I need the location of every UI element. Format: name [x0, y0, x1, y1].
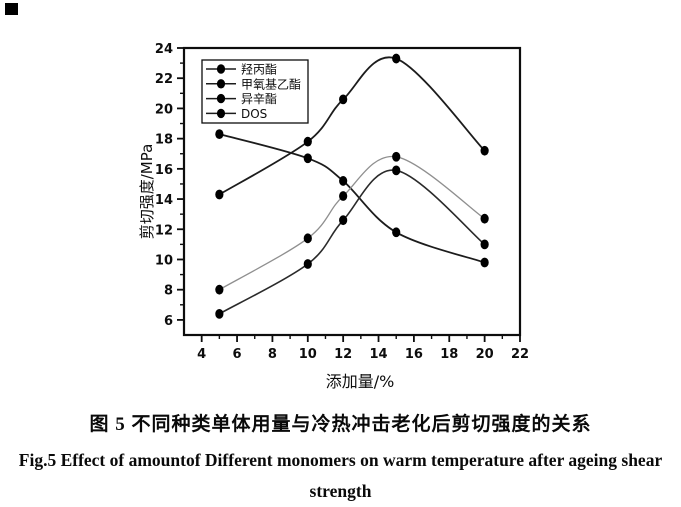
- data-point-marker: [339, 215, 348, 226]
- legend-item-label: DOS: [241, 107, 267, 121]
- data-point-marker: [480, 213, 489, 224]
- y-axis: 6 8 10 12 14 16 18 20 22 24 剪切强度/MPa: [138, 42, 184, 329]
- data-point-marker: [215, 189, 224, 200]
- plot-border: [182, 46, 522, 337]
- data-point-marker: [392, 53, 401, 64]
- x-tick-label: 16: [405, 347, 423, 362]
- x-tick-label: 10: [299, 347, 317, 362]
- x-tick-label: 8: [268, 347, 277, 362]
- data-point-marker: [303, 136, 312, 147]
- x-tick-label: 6: [233, 347, 242, 362]
- data-point-marker: [392, 165, 401, 176]
- x-tick-label: 14: [369, 347, 387, 362]
- series-line: [219, 133, 485, 264]
- caption-chinese: 图 5 不同种类单体用量与冷热冲击老化后剪切强度的关系: [89, 414, 592, 435]
- figure-chart: 4 6 8 10 12 14 16 18 20 22 添加量/% 6 8 10 12 14 16 18 20 22 24…: [138, 42, 529, 391]
- data-point-marker: [303, 233, 312, 244]
- y-tick-label: 8: [164, 284, 173, 299]
- legend-marker-icon: [216, 79, 226, 89]
- figure-captions: 图 5 不同种类单体用量与冷热冲击老化后剪切强度的关系 Fig.5 Effect…: [0, 412, 681, 507]
- y-axis-label: 剪切强度/MPa: [138, 144, 156, 240]
- y-tick-label: 12: [155, 223, 173, 238]
- y-tick-label: 14: [155, 193, 173, 208]
- y-tick-label: 16: [155, 163, 173, 178]
- y-tick-label: 20: [155, 102, 173, 117]
- data-point-marker: [480, 257, 489, 268]
- series-line: [218, 169, 486, 315]
- x-tick-label: 22: [511, 347, 529, 362]
- data-point-marker: [215, 284, 224, 295]
- x-tick-label: 12: [334, 347, 352, 362]
- data-point-marker: [303, 153, 312, 164]
- legend-marker-icon: [216, 108, 226, 119]
- legend-item-label: 甲氧基乙酯: [241, 77, 301, 91]
- y-tick-label: 24: [155, 42, 173, 57]
- series-group: [215, 53, 489, 319]
- caption-english: Fig.5 Effect of amountof Different monom…: [0, 445, 681, 507]
- data-point-marker: [215, 129, 224, 140]
- data-point-marker: [392, 227, 401, 238]
- legend-item-label: 羟丙酯: [241, 62, 277, 77]
- caption-english-line2: strength: [309, 481, 372, 501]
- x-tick-label: 20: [476, 347, 494, 362]
- data-point-marker: [480, 239, 489, 250]
- x-axis: 4 6 8 10 12 14 16 18 20 22 添加量/%: [197, 335, 529, 391]
- data-point-marker: [339, 94, 348, 105]
- data-point-marker: [215, 308, 224, 319]
- legend-item-label: 异辛酯: [241, 92, 277, 106]
- legend-marker-icon: [216, 93, 226, 104]
- y-tick-label: 10: [155, 253, 173, 268]
- scan-artifact-mark: [5, 3, 18, 15]
- y-tick-label: 18: [155, 133, 173, 148]
- data-point-marker: [303, 259, 312, 269]
- data-point-marker: [392, 151, 401, 162]
- series-line: [219, 156, 485, 291]
- y-tick-label: 22: [155, 72, 173, 87]
- data-point-marker: [480, 145, 489, 156]
- legend-marker-icon: [216, 64, 226, 74]
- line-chart: 4 6 8 10 12 14 16 18 20 22 添加量/% 6 8 10 12 14 16 18 20 22 24…: [138, 42, 529, 391]
- x-axis-label: 添加量/%: [326, 372, 395, 391]
- x-tick-label: 4: [197, 347, 206, 362]
- data-point-marker: [339, 176, 348, 186]
- data-point-marker: [339, 191, 348, 201]
- caption-english-line1: Fig.5 Effect of amountof Different monom…: [18, 450, 663, 470]
- y-tick-label: 6: [164, 314, 173, 329]
- x-tick-label: 18: [440, 347, 458, 362]
